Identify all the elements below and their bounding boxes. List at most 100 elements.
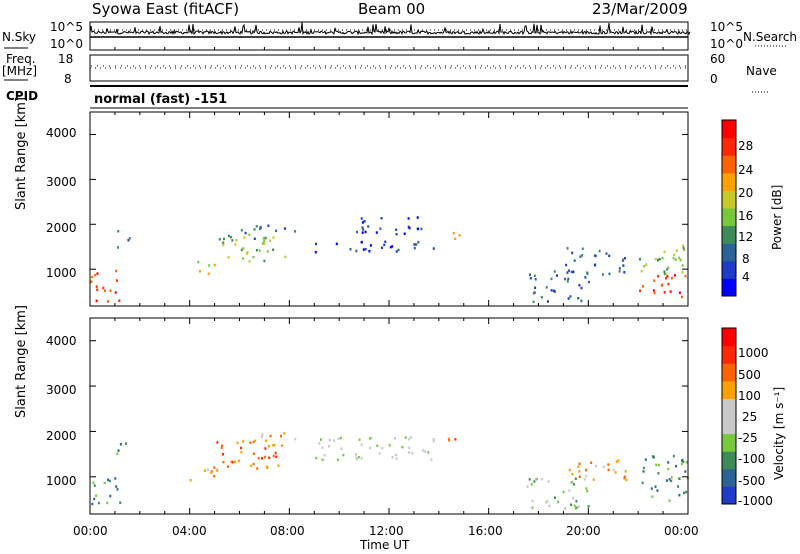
power-panel-frame (89, 111, 689, 307)
power-cb-tick-16: 16 (738, 209, 754, 223)
velocity-cb-tick-1000: 1000 (738, 346, 769, 360)
velocity-echo-region-5 (315, 436, 435, 462)
velocity-ytick-4000: 4000 (46, 334, 77, 348)
nsearch-label: N.Search (743, 30, 798, 44)
xtick-2000: 20:00 (566, 524, 601, 538)
velocity-echo-region-3 (216, 440, 280, 470)
power-cb-tick-8: 8 (742, 252, 750, 266)
velocity-colorbar-cell (722, 433, 736, 452)
nsearch-tick-top: 10^5 (710, 20, 743, 34)
velocity-echo-region-9 (641, 454, 689, 502)
velocity-echo-region-1 (116, 442, 127, 456)
power-ylabel: Slant Range [km] (14, 97, 29, 210)
nsky-tick-top: 10^5 (50, 20, 83, 34)
freq-tick-top: 18 (58, 52, 74, 66)
power-echo-region-2 (197, 260, 216, 275)
freq-unit: [MHz] (2, 64, 38, 78)
nsky-label: N.Sky (2, 30, 37, 44)
power-echo-region-11 (639, 244, 686, 276)
velocity-cb-tick-m25: -25 (738, 431, 758, 445)
power-echo-region-1 (117, 230, 131, 249)
beam-title: Beam 00 (358, 0, 426, 18)
velocity-colorbar-cell (722, 345, 736, 364)
power-echo-region-4 (240, 224, 296, 240)
velocity-cb-tick-m1000: -1000 (738, 494, 773, 508)
velocity-colorbar-cell (722, 416, 736, 435)
power-echo-region-0 (90, 269, 121, 303)
velocity-echo-region-2 (189, 466, 219, 482)
power-colorbar-cell (722, 190, 736, 209)
power-cb-tick-4: 4 (742, 270, 750, 284)
power-echo-region-8 (528, 270, 590, 304)
velocity-ytick-3000: 3000 (46, 383, 77, 397)
power-echo-region-3 (218, 233, 287, 263)
xtick-0800: 08:00 (270, 524, 305, 538)
velocity-echo-region-0 (91, 477, 122, 506)
power-cb-tick-20: 20 (738, 186, 754, 200)
power-colorbar-cell (722, 172, 736, 191)
freq-strip-frame (89, 54, 689, 82)
velocity-cb-tick-m100: -100 (738, 452, 766, 466)
power-cb-tick-28: 28 (738, 139, 754, 153)
xtick-1200: 12:00 (369, 524, 404, 538)
velocity-colorbar-cell (722, 468, 736, 487)
nsearch-tick-bottom: 10^0 (710, 37, 743, 51)
date-title: 23/Mar/2009 (592, 0, 688, 18)
power-colorbar-frame (721, 119, 737, 297)
power-ytick-1000: 1000 (46, 266, 77, 280)
power-echo-region-7 (452, 232, 461, 241)
nsky-strip-frame (89, 21, 689, 51)
nave-tick-top: 60 (710, 52, 726, 66)
velocity-colorbar-label: Velocity [m s⁻¹] (772, 386, 786, 480)
power-colorbar-cell (722, 120, 736, 139)
velocity-colorbar-cell (722, 451, 736, 470)
velocity-ylabel: Slant Range [km] (14, 305, 29, 418)
velocity-colorbar-frame (721, 327, 737, 505)
power-ytick-4000: 4000 (46, 126, 77, 140)
station-title: Syowa East (fitACF) (92, 0, 240, 18)
velocity-echo-region-8 (568, 459, 628, 482)
velocity-cb-tick-m500: -500 (738, 474, 766, 488)
power-colorbar-cell (722, 137, 736, 156)
velocity-cb-tick-25: 25 (742, 410, 758, 424)
power-cb-tick-24: 24 (738, 163, 754, 177)
velocity-cb-tick-100: 100 (738, 389, 761, 403)
cpid-value: normal (fast) -151 (94, 92, 228, 107)
x-axis-label: Time UT (360, 538, 410, 552)
nsky-tick-bottom: 10^0 (50, 37, 83, 51)
power-ytick-2000: 2000 (46, 221, 77, 235)
power-echo-region-5 (314, 240, 435, 254)
xtick-2400: 00:00 (664, 524, 699, 538)
velocity-colorbar-cell (722, 328, 736, 347)
freq-label: Freq. (6, 52, 36, 66)
velocity-echo-region-7 (526, 477, 590, 510)
power-colorbar-label: Power [dB] (770, 184, 784, 250)
nsky-trace (89, 22, 691, 36)
freq-tick-bottom: 8 (64, 72, 72, 86)
power-colorbar-cell (722, 155, 736, 174)
power-colorbar-cell (722, 225, 736, 244)
xtick-1600: 16:00 (468, 524, 503, 538)
velocity-ytick-2000: 2000 (46, 429, 77, 443)
velocity-colorbar-cell (722, 363, 736, 382)
xtick-0400: 04:00 (172, 524, 207, 538)
xtick-0000: 00:00 (73, 524, 108, 538)
velocity-colorbar-cell (722, 380, 736, 399)
power-echo-region-10 (639, 274, 687, 299)
power-echo-region-9 (565, 247, 626, 276)
nave-tick-bottom: 0 (710, 72, 718, 86)
power-colorbar-cell (722, 208, 736, 227)
velocity-echo-region-4 (242, 432, 297, 447)
cpid-label: CPID (6, 89, 39, 103)
velocity-colorbar-cell (722, 486, 736, 505)
power-colorbar-cell (722, 278, 736, 297)
power-colorbar-cell (722, 260, 736, 279)
velocity-echo-region-6 (447, 437, 457, 442)
velocity-ytick-1000: 1000 (46, 474, 77, 488)
velocity-colorbar-cell (722, 398, 736, 417)
velocity-cb-tick-500: 500 (738, 368, 761, 382)
power-ytick-3000: 3000 (46, 175, 77, 189)
nave-label: Nave (746, 64, 777, 78)
power-colorbar-cell (722, 243, 736, 262)
